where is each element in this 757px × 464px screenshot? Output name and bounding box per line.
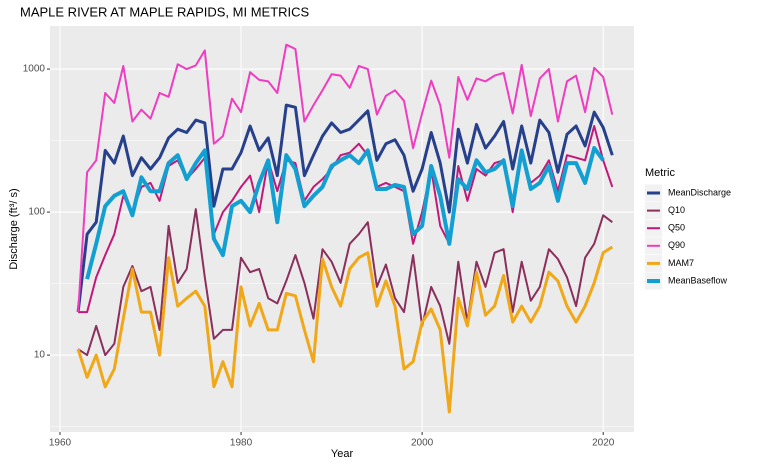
x-tick-label: 1960 bbox=[49, 438, 72, 449]
chart-title: MAPLE RIVER AT MAPLE RAPIDS, MI METRICS bbox=[20, 4, 310, 19]
panel bbox=[50, 26, 634, 432]
y-tick-label: 100 bbox=[28, 207, 45, 218]
x-tick-label: 2000 bbox=[411, 438, 434, 449]
series-line bbox=[77, 43, 614, 313]
y-axis-label: Discharge (ft³/ s) bbox=[8, 188, 20, 269]
y-tick-label: 1000 bbox=[23, 64, 46, 75]
x-axis-label: Year bbox=[331, 448, 354, 460]
legend-label: Q10 bbox=[668, 205, 685, 215]
legend-label: Q90 bbox=[668, 240, 685, 250]
legend-title: Metric bbox=[645, 167, 675, 179]
series-line bbox=[77, 208, 613, 357]
series-line bbox=[76, 245, 614, 414]
x-tick-label: 2020 bbox=[592, 438, 615, 449]
legend-label: MeanBaseflow bbox=[668, 275, 728, 285]
y-tick-label: 10 bbox=[34, 350, 46, 361]
x-tick-label: 1980 bbox=[230, 438, 253, 449]
legend-label: MeanDischarge bbox=[668, 187, 731, 197]
series-line bbox=[76, 103, 614, 313]
series-line bbox=[85, 146, 605, 280]
legend-label: Q50 bbox=[668, 223, 685, 233]
legend-label: MAM7 bbox=[668, 258, 694, 268]
